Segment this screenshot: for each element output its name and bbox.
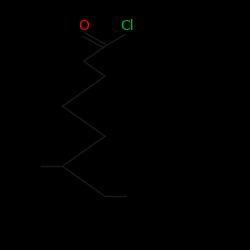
Text: O: O bbox=[78, 19, 89, 33]
Text: Cl: Cl bbox=[121, 19, 134, 33]
